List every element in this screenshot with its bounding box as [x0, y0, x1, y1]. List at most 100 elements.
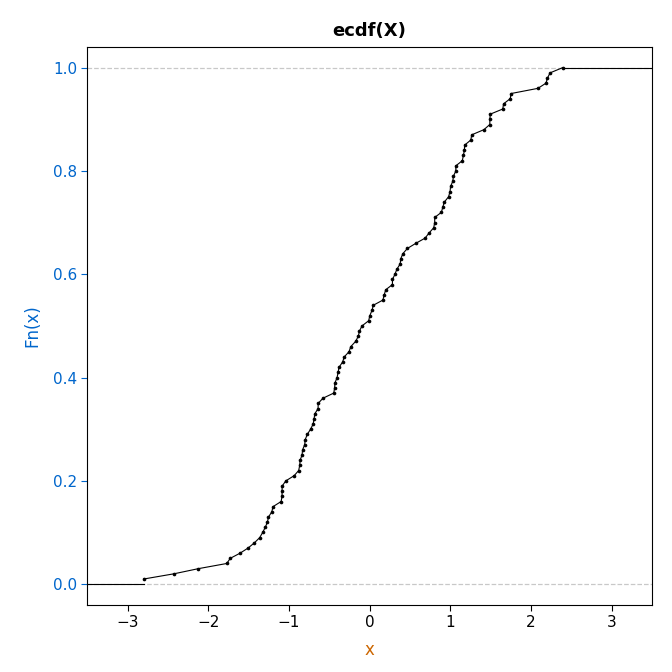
- Point: [225, 553, 236, 564]
- Point: [506, 88, 517, 99]
- Point: [339, 351, 349, 362]
- Point: [450, 165, 461, 176]
- Point: [443, 192, 454, 202]
- Point: [345, 341, 356, 352]
- Point: [379, 290, 390, 300]
- Point: [277, 480, 288, 491]
- Point: [312, 398, 323, 409]
- Point: [466, 130, 477, 140]
- Point: [367, 305, 378, 316]
- Point: [221, 558, 232, 569]
- Point: [368, 300, 378, 310]
- Point: [296, 450, 307, 460]
- Point: [485, 109, 495, 120]
- Point: [289, 470, 300, 481]
- Point: [387, 274, 398, 285]
- Point: [343, 346, 354, 357]
- X-axis label: x: x: [365, 641, 374, 659]
- Point: [299, 439, 310, 450]
- Point: [545, 67, 556, 78]
- Point: [557, 62, 568, 73]
- Point: [395, 259, 406, 269]
- Point: [333, 362, 344, 372]
- Point: [318, 393, 329, 404]
- Point: [364, 310, 375, 321]
- Point: [387, 280, 398, 290]
- Point: [485, 114, 495, 125]
- Point: [357, 321, 368, 331]
- Point: [276, 496, 286, 507]
- Point: [428, 222, 439, 233]
- Point: [330, 378, 341, 388]
- Point: [235, 548, 245, 558]
- Point: [505, 93, 515, 104]
- Point: [260, 522, 271, 533]
- Point: [392, 263, 403, 274]
- Point: [466, 134, 476, 145]
- Point: [277, 486, 288, 497]
- Point: [459, 145, 470, 156]
- Point: [378, 295, 388, 306]
- Point: [398, 248, 409, 259]
- Point: [263, 511, 274, 522]
- Point: [459, 140, 470, 151]
- Point: [458, 150, 468, 161]
- Point: [249, 538, 260, 548]
- Point: [169, 569, 179, 579]
- Point: [485, 119, 495, 130]
- Y-axis label: Fn(x): Fn(x): [24, 304, 42, 347]
- Point: [333, 367, 343, 378]
- Point: [380, 284, 391, 295]
- Point: [540, 78, 551, 89]
- Point: [138, 574, 149, 585]
- Point: [448, 176, 458, 187]
- Point: [293, 465, 304, 476]
- Point: [390, 269, 401, 280]
- Point: [257, 527, 268, 538]
- Point: [423, 228, 434, 239]
- Point: [302, 429, 312, 439]
- Point: [332, 372, 343, 383]
- Point: [193, 563, 204, 574]
- Point: [353, 331, 364, 341]
- Point: [262, 517, 273, 528]
- Point: [310, 409, 321, 419]
- Point: [329, 382, 340, 393]
- Point: [350, 336, 361, 347]
- Point: [395, 253, 406, 264]
- Point: [532, 83, 543, 93]
- Point: [498, 99, 509, 110]
- Point: [300, 434, 310, 445]
- Point: [436, 207, 447, 218]
- Point: [542, 73, 553, 83]
- Point: [254, 532, 265, 543]
- Point: [439, 197, 450, 208]
- Point: [267, 501, 278, 512]
- Point: [354, 326, 365, 337]
- Point: [411, 238, 421, 249]
- Point: [280, 476, 291, 487]
- Point: [277, 491, 288, 502]
- Point: [457, 155, 468, 166]
- Point: [364, 315, 374, 326]
- Point: [429, 212, 440, 223]
- Point: [437, 202, 448, 212]
- Point: [266, 507, 277, 517]
- Point: [420, 233, 431, 243]
- Point: [445, 186, 456, 197]
- Point: [297, 444, 308, 455]
- Point: [308, 419, 319, 429]
- Point: [329, 388, 339, 398]
- Point: [450, 161, 461, 171]
- Point: [243, 542, 253, 553]
- Point: [295, 455, 306, 466]
- Point: [305, 424, 316, 435]
- Point: [308, 413, 319, 424]
- Point: [294, 460, 305, 471]
- Point: [312, 403, 323, 414]
- Point: [402, 243, 413, 254]
- Point: [478, 124, 489, 135]
- Point: [429, 217, 440, 228]
- Point: [497, 103, 508, 114]
- Title: ecdf(X): ecdf(X): [333, 22, 407, 40]
